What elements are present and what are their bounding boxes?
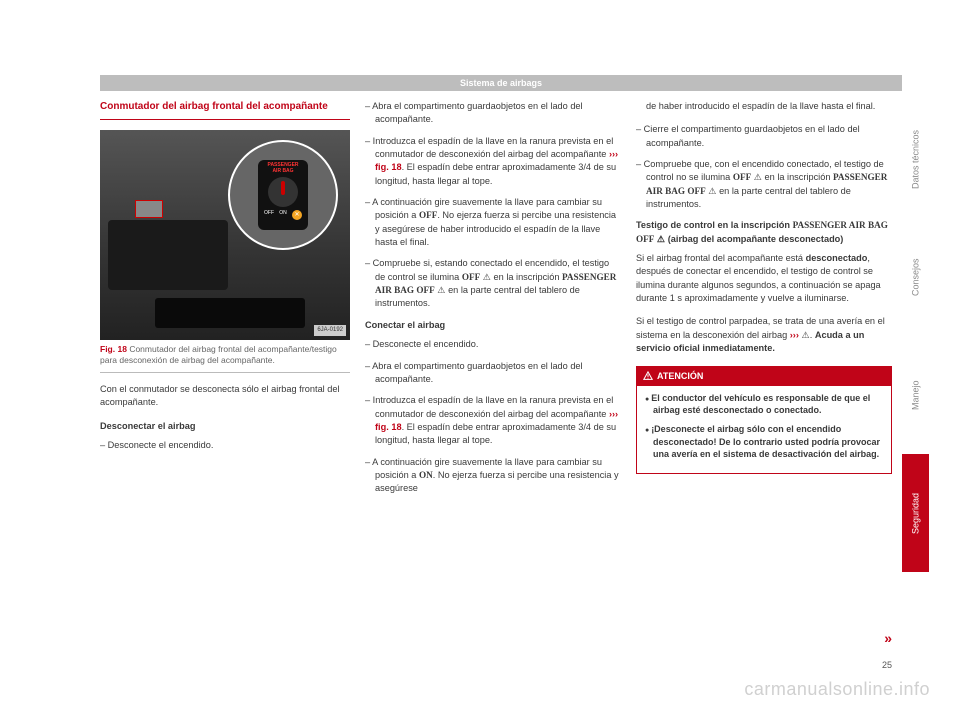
atencion-title: ATENCIÓN [657,370,703,383]
text: Si el airbag frontal del acompañante est… [636,253,806,263]
tab-manejo[interactable]: Manejo [902,336,929,454]
continuation-arrow: » [884,630,892,646]
switch-on-text: ON [279,210,287,220]
watermark: carmanualsonline.info [744,679,930,700]
figure-18: PASSENGER AIR BAG OFF ON ✕ 6JA-0192 [100,130,350,340]
tab-consejos[interactable]: Consejos [902,218,929,336]
intro-paragraph: Con el conmutador se desconecta sólo el … [100,383,350,410]
atencion-header: ATENCIÓN [637,367,891,386]
bold-text: desconectado [806,253,868,263]
off-symbol: OFF [462,272,480,282]
person-icon: ✕ [292,210,302,220]
text: Introduzca el espadín de la llave en la … [373,136,614,159]
text: . El espadín debe entrar aproximadamente… [375,422,616,445]
text: (airbag del acompañante desconectado) [665,234,843,244]
subhead-testigo: Testigo de control en la inscripción PAS… [636,219,892,246]
tab-label: Datos técnicos [911,129,921,188]
airbag-switch-panel: PASSENGER AIR BAG OFF ON ✕ [258,160,308,230]
column-2: Abra el compartimento guardaobjetos en e… [365,100,621,658]
atencion-body: El conductor del vehículo es responsable… [637,386,891,473]
bullet-item: A continuación gire suavemente la llave … [365,456,621,496]
on-symbol: ON [419,470,433,480]
bullet-item: Desconecte el encendido. [365,338,621,351]
atencion-box: ATENCIÓN El conductor del vehículo es re… [636,366,892,474]
figure-caption-body: Conmutador del airbag frontal del acompa… [100,344,337,365]
column-1: Conmutador del airbag frontal del acompa… [100,100,350,658]
bullet-item: Introduzca el espadín de la llave en la … [365,394,621,447]
header-title: Sistema de airbags [460,78,542,88]
section-title: Conmutador del airbag frontal del acompa… [100,100,350,120]
tab-label: Consejos [911,258,921,296]
bullet-item: Abra el compartimento guardaobjetos en e… [365,100,621,127]
bullet-item: Abra el compartimento guardaobjetos en e… [365,360,621,387]
figure-ref-code: 6JA-0192 [314,325,346,336]
switch-label-bottom: AIR BAG [272,169,293,175]
figure-number: Fig. 18 [100,344,127,354]
paragraph: Si el testigo de control parpadea, se tr… [636,315,892,355]
text: Introduzca el espadín de la llave en la … [373,395,614,418]
tab-datos-tecnicos[interactable]: Datos técnicos [902,100,929,218]
page: Sistema de airbags Datos técnicos Consej… [0,0,960,708]
off-symbol: OFF [733,172,751,182]
atencion-bullet: ¡Desconecte el airbag sólo con el encend… [645,423,883,461]
page-number: 25 [882,660,892,670]
text: Testigo de control en la inscripción [636,220,793,230]
atencion-bullet: El conductor del vehículo es responsable… [645,392,883,417]
header-bar: Sistema de airbags [100,75,902,91]
bullet-item: A continuación gire suavemente la llave … [365,196,621,249]
air-vent [108,220,228,290]
tab-seguridad[interactable]: Seguridad [902,454,929,572]
bullet-item: Compruebe que, con el encendido conectad… [636,158,892,211]
warning-icon [643,371,653,381]
side-tabs: Datos técnicos Consejos Manejo Seguridad [902,100,929,572]
subhead-desconectar: Desconectar el airbag [100,420,350,433]
column-3: de haber introducido el espadín de la ll… [636,100,892,658]
switch-off-text: OFF [264,210,274,220]
bullet-item: Compruebe si, estando conectado el encen… [365,257,621,310]
paragraph: Si el airbag frontal del acompañante est… [636,252,892,305]
ref-link: ››› [790,330,799,340]
text: en la inscripción [491,272,562,282]
text: en la inscripción [762,172,833,182]
bullet-item: Introduzca el espadín de la llave en la … [365,135,621,188]
text: . El espadín debe entrar aproximadamente… [375,162,616,185]
figure-caption: Fig. 18 Conmutador del airbag frontal de… [100,344,350,373]
off-symbol: OFF [419,210,437,220]
bullet-item: Desconecte el encendido. [100,439,350,452]
continuation-text: de haber introducido el espadín de la ll… [636,100,892,113]
subhead-conectar: Conectar el airbag [365,319,621,332]
tab-label: Seguridad [911,492,921,533]
tab-label: Manejo [911,380,921,410]
radio-panel [155,298,305,328]
bullet-item: Cierre el compartimento guardaobjetos en… [636,123,892,150]
warning-label-small [135,200,163,218]
callout-circle: PASSENGER AIR BAG OFF ON ✕ [228,140,338,250]
switch-off-on-row: OFF ON ✕ [261,210,305,220]
content-area: Conmutador del airbag frontal del acompa… [100,100,892,658]
dashboard-illustration: PASSENGER AIR BAG OFF ON ✕ 6JA-0192 [100,130,350,340]
switch-dial [268,177,298,207]
